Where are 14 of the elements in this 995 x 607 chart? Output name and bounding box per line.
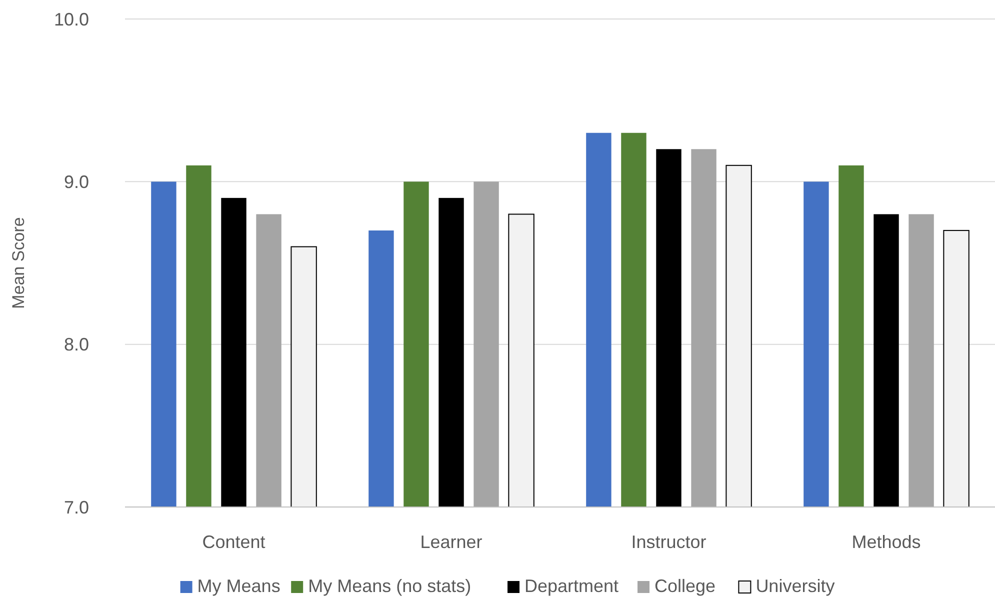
y-tick-label: 10.0 bbox=[54, 9, 89, 30]
y-tick-label: 7.0 bbox=[64, 497, 89, 518]
legend-label: College bbox=[654, 576, 716, 596]
x-tick-label: Methods bbox=[852, 532, 921, 552]
x-tick-label: Learner bbox=[420, 532, 482, 552]
legend-label: My Means (no stats) bbox=[308, 576, 472, 596]
x-tick-label: Content bbox=[202, 532, 266, 552]
x-tick-label: Instructor bbox=[631, 532, 706, 552]
y-tick-label: 8.0 bbox=[64, 334, 89, 355]
legend-label: University bbox=[756, 576, 835, 596]
legend-label: Department bbox=[524, 576, 619, 596]
y-axis-title: Mean Score bbox=[9, 217, 28, 309]
legend-label: My Means bbox=[197, 576, 280, 596]
y-tick-label: 9.0 bbox=[64, 172, 89, 192]
